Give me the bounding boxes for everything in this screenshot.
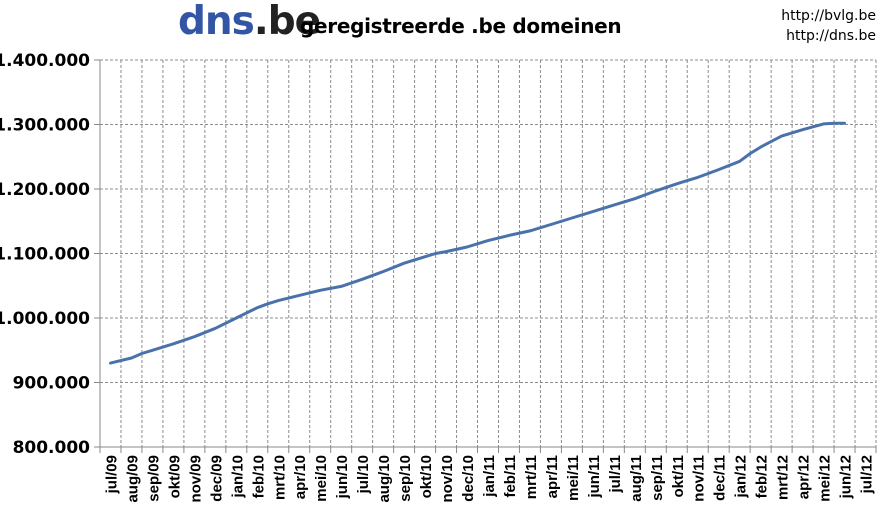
logo-be-text: be — [267, 0, 321, 44]
x-tick-label: jul/10 — [355, 455, 372, 494]
x-tick-label: feb/11 — [502, 455, 519, 498]
x-tick-label: jun/11 — [586, 455, 603, 499]
x-tick-label: aug/09 — [124, 455, 141, 503]
y-tick-label: 800.000 — [13, 438, 91, 458]
x-tick-label: apr/12 — [796, 455, 813, 499]
x-tick-label: okt/09 — [166, 455, 183, 498]
x-tick-label: jun/10 — [334, 455, 351, 499]
link-bvlg[interactable]: http://bvlg.be — [781, 8, 876, 24]
x-tick-label: dec/09 — [208, 455, 225, 502]
x-tick-label: mei/10 — [313, 455, 330, 502]
x-tick-label: mei/12 — [817, 455, 834, 502]
x-tick-label: apr/11 — [544, 455, 561, 498]
series-line — [109, 121, 846, 365]
x-tick-label: dec/11 — [712, 455, 729, 501]
x-tick-labels: jul/09 aug/09 sep/09 okt/09 nov/09 dec/09 jan/… — [103, 455, 875, 503]
logo-dot-text: . — [253, 0, 269, 44]
x-tick-label: okt/10 — [418, 455, 435, 498]
link-dns[interactable]: http://dns.be — [786, 28, 876, 44]
x-tick-label: jun/12 — [838, 455, 855, 499]
grid-lines — [100, 59, 877, 447]
x-tick-label: sep/11 — [649, 455, 666, 501]
x-tick-label: mrt/11 — [523, 455, 540, 499]
x-tick-label: jul/11 — [607, 455, 624, 494]
x-tick-label: sep/10 — [397, 455, 414, 502]
x-tick-label: apr/10 — [292, 455, 309, 499]
x-tick-label: dec/10 — [460, 455, 477, 502]
x-tick-label: mei/11 — [565, 455, 582, 501]
y-tick-label: 1.100.000 — [0, 245, 90, 265]
x-tick-label: jan/10 — [229, 455, 246, 499]
chart-title: geregistreerde .be domeinen — [300, 14, 622, 38]
x-tick-label: nov/11 — [691, 455, 708, 502]
y-tick-label: 1.300.000 — [0, 116, 90, 136]
x-tick-label: aug/11 — [628, 455, 645, 502]
x-tick-label: feb/12 — [754, 455, 771, 498]
y-tick-label: 1.200.000 — [0, 180, 90, 200]
x-tick-label: aug/10 — [376, 455, 393, 503]
x-tick-label: feb/10 — [250, 455, 267, 498]
y-tick-labels: 1.400.000 1.300.000 1.200.000 1.100.000 1.00… — [0, 51, 90, 458]
x-tick-label: mrt/10 — [271, 455, 288, 500]
y-tick-label: 1.000.000 — [0, 309, 90, 329]
x-tick-label: jan/11 — [481, 455, 498, 498]
dns-be-logo: dns.be — [178, 0, 321, 44]
y-tick-label: 900.000 — [13, 374, 91, 394]
axes — [94, 59, 877, 453]
x-tick-label: jan/12 — [733, 455, 750, 499]
x-tick-label: jul/12 — [859, 455, 876, 494]
x-tick-label: sep/09 — [145, 455, 162, 502]
x-tick-label: nov/09 — [187, 455, 204, 503]
x-tick-label: nov/10 — [439, 455, 456, 503]
x-tick-label: okt/11 — [670, 455, 687, 498]
logo-dns-text: dns — [178, 0, 255, 44]
y-tick-label: 1.400.000 — [0, 51, 90, 71]
x-tick-label: mrt/12 — [775, 455, 792, 500]
x-tick-label: jul/09 — [103, 455, 120, 494]
data-series — [109, 121, 846, 365]
